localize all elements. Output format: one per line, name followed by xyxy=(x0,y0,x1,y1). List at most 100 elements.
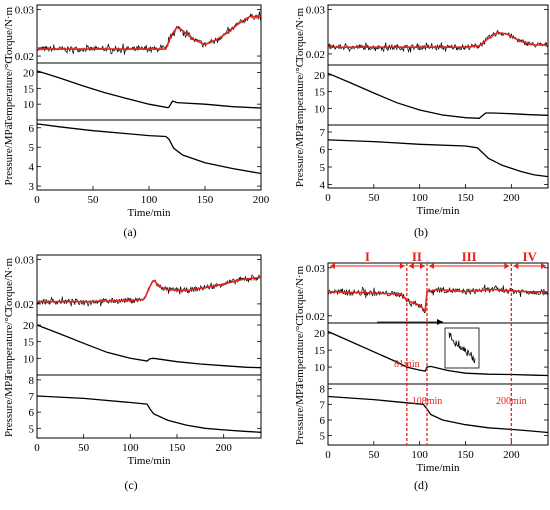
stage-arrow-head-left xyxy=(429,263,434,269)
y-tick-label: 3 xyxy=(29,181,35,193)
y-axis-label: Torque/N·m xyxy=(294,265,306,320)
series-line-pressure xyxy=(327,395,549,434)
y-tick-label: 0.02 xyxy=(306,311,325,323)
panel-frame xyxy=(36,4,262,64)
stage-arrow-head-right xyxy=(399,263,405,269)
y-tick-label: 6 xyxy=(320,415,326,427)
y-tick-label: 8 xyxy=(29,375,35,387)
stage-label: II xyxy=(412,249,422,264)
x-tick-label: 200 xyxy=(253,194,270,206)
x-tick-label: 0 xyxy=(34,194,40,206)
x-tick-label: 50 xyxy=(78,442,90,454)
series-line-temperature xyxy=(327,72,549,119)
x-tick-label: 50 xyxy=(368,192,380,204)
panel-temperature: 10 15 20 Temperature/°C xyxy=(294,318,549,389)
x-axis-label: Time/min xyxy=(417,462,460,474)
fitted-torque-line xyxy=(328,288,548,313)
y-axis-label: Temperature/°C xyxy=(294,318,306,388)
panel-temperature: 10 15 20 Temperature/°C xyxy=(294,60,549,130)
series-line-pressure xyxy=(327,139,549,178)
panel-frame xyxy=(327,64,549,126)
fitted-torque-line xyxy=(37,276,262,303)
zoom-inset-signal xyxy=(448,332,476,364)
y-tick-label: 4 xyxy=(29,162,35,174)
x-tick-label: 0 xyxy=(325,192,331,204)
y-tick-label: 10 xyxy=(23,99,35,111)
y-tick-label: 15 xyxy=(23,83,35,95)
y-tick-label: 0.03 xyxy=(306,263,326,275)
raw-torque-signal xyxy=(36,11,262,55)
y-tick-label: 20 xyxy=(314,70,326,82)
y-axis-label: Pressure/MPa xyxy=(294,384,306,445)
y-tick-label: 6 xyxy=(29,407,35,419)
y-tick-label: 6 xyxy=(320,145,326,157)
y-axis-label: Temperature/°C xyxy=(3,56,15,126)
stage-label: IV xyxy=(522,249,537,264)
stage-arrow-head-right xyxy=(504,263,510,269)
y-tick-label: 15 xyxy=(314,87,326,99)
y-tick-label: 20 xyxy=(314,328,326,340)
panel-label: (a) xyxy=(123,225,136,239)
panel-label: (c) xyxy=(124,478,137,492)
panel-label: (b) xyxy=(414,225,428,239)
panel-frame xyxy=(327,124,549,189)
y-tick-label: 8 xyxy=(320,384,326,396)
y-tick-label: 5 xyxy=(29,423,35,435)
y-axis-label: Torque/N·m xyxy=(3,257,15,312)
x-tick-label: 0 xyxy=(325,449,331,461)
x-axis-label: Time/min xyxy=(128,455,171,467)
x-tick-label: 200 xyxy=(215,442,232,454)
panel-temperature: 10 15 20 Temperature/°C xyxy=(3,310,262,380)
y-tick-label: 15 xyxy=(23,337,35,349)
y-tick-label: 0.03 xyxy=(15,5,35,17)
y-tick-label: 0.02 xyxy=(306,49,325,61)
y-tick-label: 4 xyxy=(320,180,326,192)
series-line-temperature xyxy=(327,330,549,377)
panel-frame xyxy=(36,119,262,191)
y-tick-label: 20 xyxy=(23,320,35,332)
y-tick-label: 10 xyxy=(314,103,326,115)
y-tick-label: 5 xyxy=(320,431,326,443)
y-axis-label: Pressure/MPa xyxy=(3,124,15,185)
y-tick-label: 0.03 xyxy=(306,4,326,16)
marker-label: 108min xyxy=(412,396,443,407)
panel-pressure: 5 6 7 8 Pressure/MPa xyxy=(294,383,549,446)
panel-frame xyxy=(327,383,549,446)
x-tick-label: 100 xyxy=(122,442,139,454)
x-tick-label: 50 xyxy=(88,194,100,206)
y-tick-label: 7 xyxy=(320,399,326,411)
stage-arrow-head-right xyxy=(541,263,546,269)
y-axis-label: Pressure/MPa xyxy=(294,126,306,187)
y-tick-label: 6 xyxy=(29,123,35,135)
y-axis-label: Torque/N·m xyxy=(294,7,306,62)
y-tick-label: 5 xyxy=(29,142,35,154)
stage-arrow-head-left xyxy=(408,263,414,269)
raw-torque-signal xyxy=(327,29,549,54)
y-tick-label: 20 xyxy=(23,68,35,80)
panel-pressure: 3 4 5 6 Pressure/MPa xyxy=(3,119,262,193)
y-tick-label: 15 xyxy=(314,345,326,357)
y-tick-label: 7 xyxy=(29,391,35,403)
panel-pressure: 5 6 7 8 Pressure/MPa xyxy=(3,374,262,439)
x-tick-label: 100 xyxy=(141,194,158,206)
series-line-pressure xyxy=(36,123,262,175)
x-axis-label: Time/min xyxy=(417,205,460,217)
y-tick-label: 0.02 xyxy=(15,299,34,311)
y-tick-label: 0.02 xyxy=(15,51,34,63)
marker-label: 200min xyxy=(496,396,527,407)
x-tick-label: 150 xyxy=(457,449,474,461)
x-tick-label: 0 xyxy=(34,442,40,454)
x-tick-label: 200 xyxy=(503,449,520,461)
marker-label: 81min xyxy=(394,359,420,370)
x-tick-label: 150 xyxy=(169,442,186,454)
y-tick-label: 10 xyxy=(314,362,326,374)
panel-label: (d) xyxy=(414,478,428,492)
